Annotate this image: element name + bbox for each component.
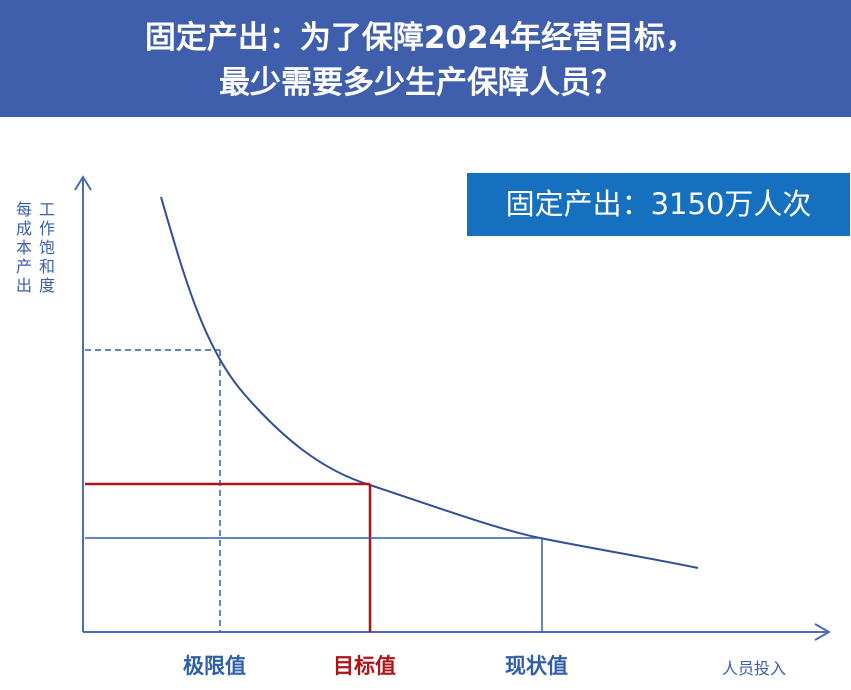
title-line-1: 固定产出：为了保障2024年经营目标， [144,20,697,56]
title-line-2: 最少需要多少生产保障人员？ [219,65,622,101]
marker-label-limit: 极限值 [183,654,246,678]
y-axis-label-output-per-cost: 每成本产出 [15,200,32,295]
x-axis-label: 人员投入 [722,659,787,678]
title-banner: 固定产出：为了保障2024年经营目标， 最少需要多少生产保障人员？ [0,0,851,117]
marker-label-target: 目标值 [333,654,396,678]
y-axis-label-saturation: 工作饱和度 [38,200,55,295]
fixed-output-callout: 固定产出：3150万人次 [467,173,850,236]
y-axis-arrow [74,175,92,191]
marker-label-current: 现状值 [505,654,568,678]
efficiency-curve [160,196,699,569]
x-axis-arrow [814,623,832,641]
